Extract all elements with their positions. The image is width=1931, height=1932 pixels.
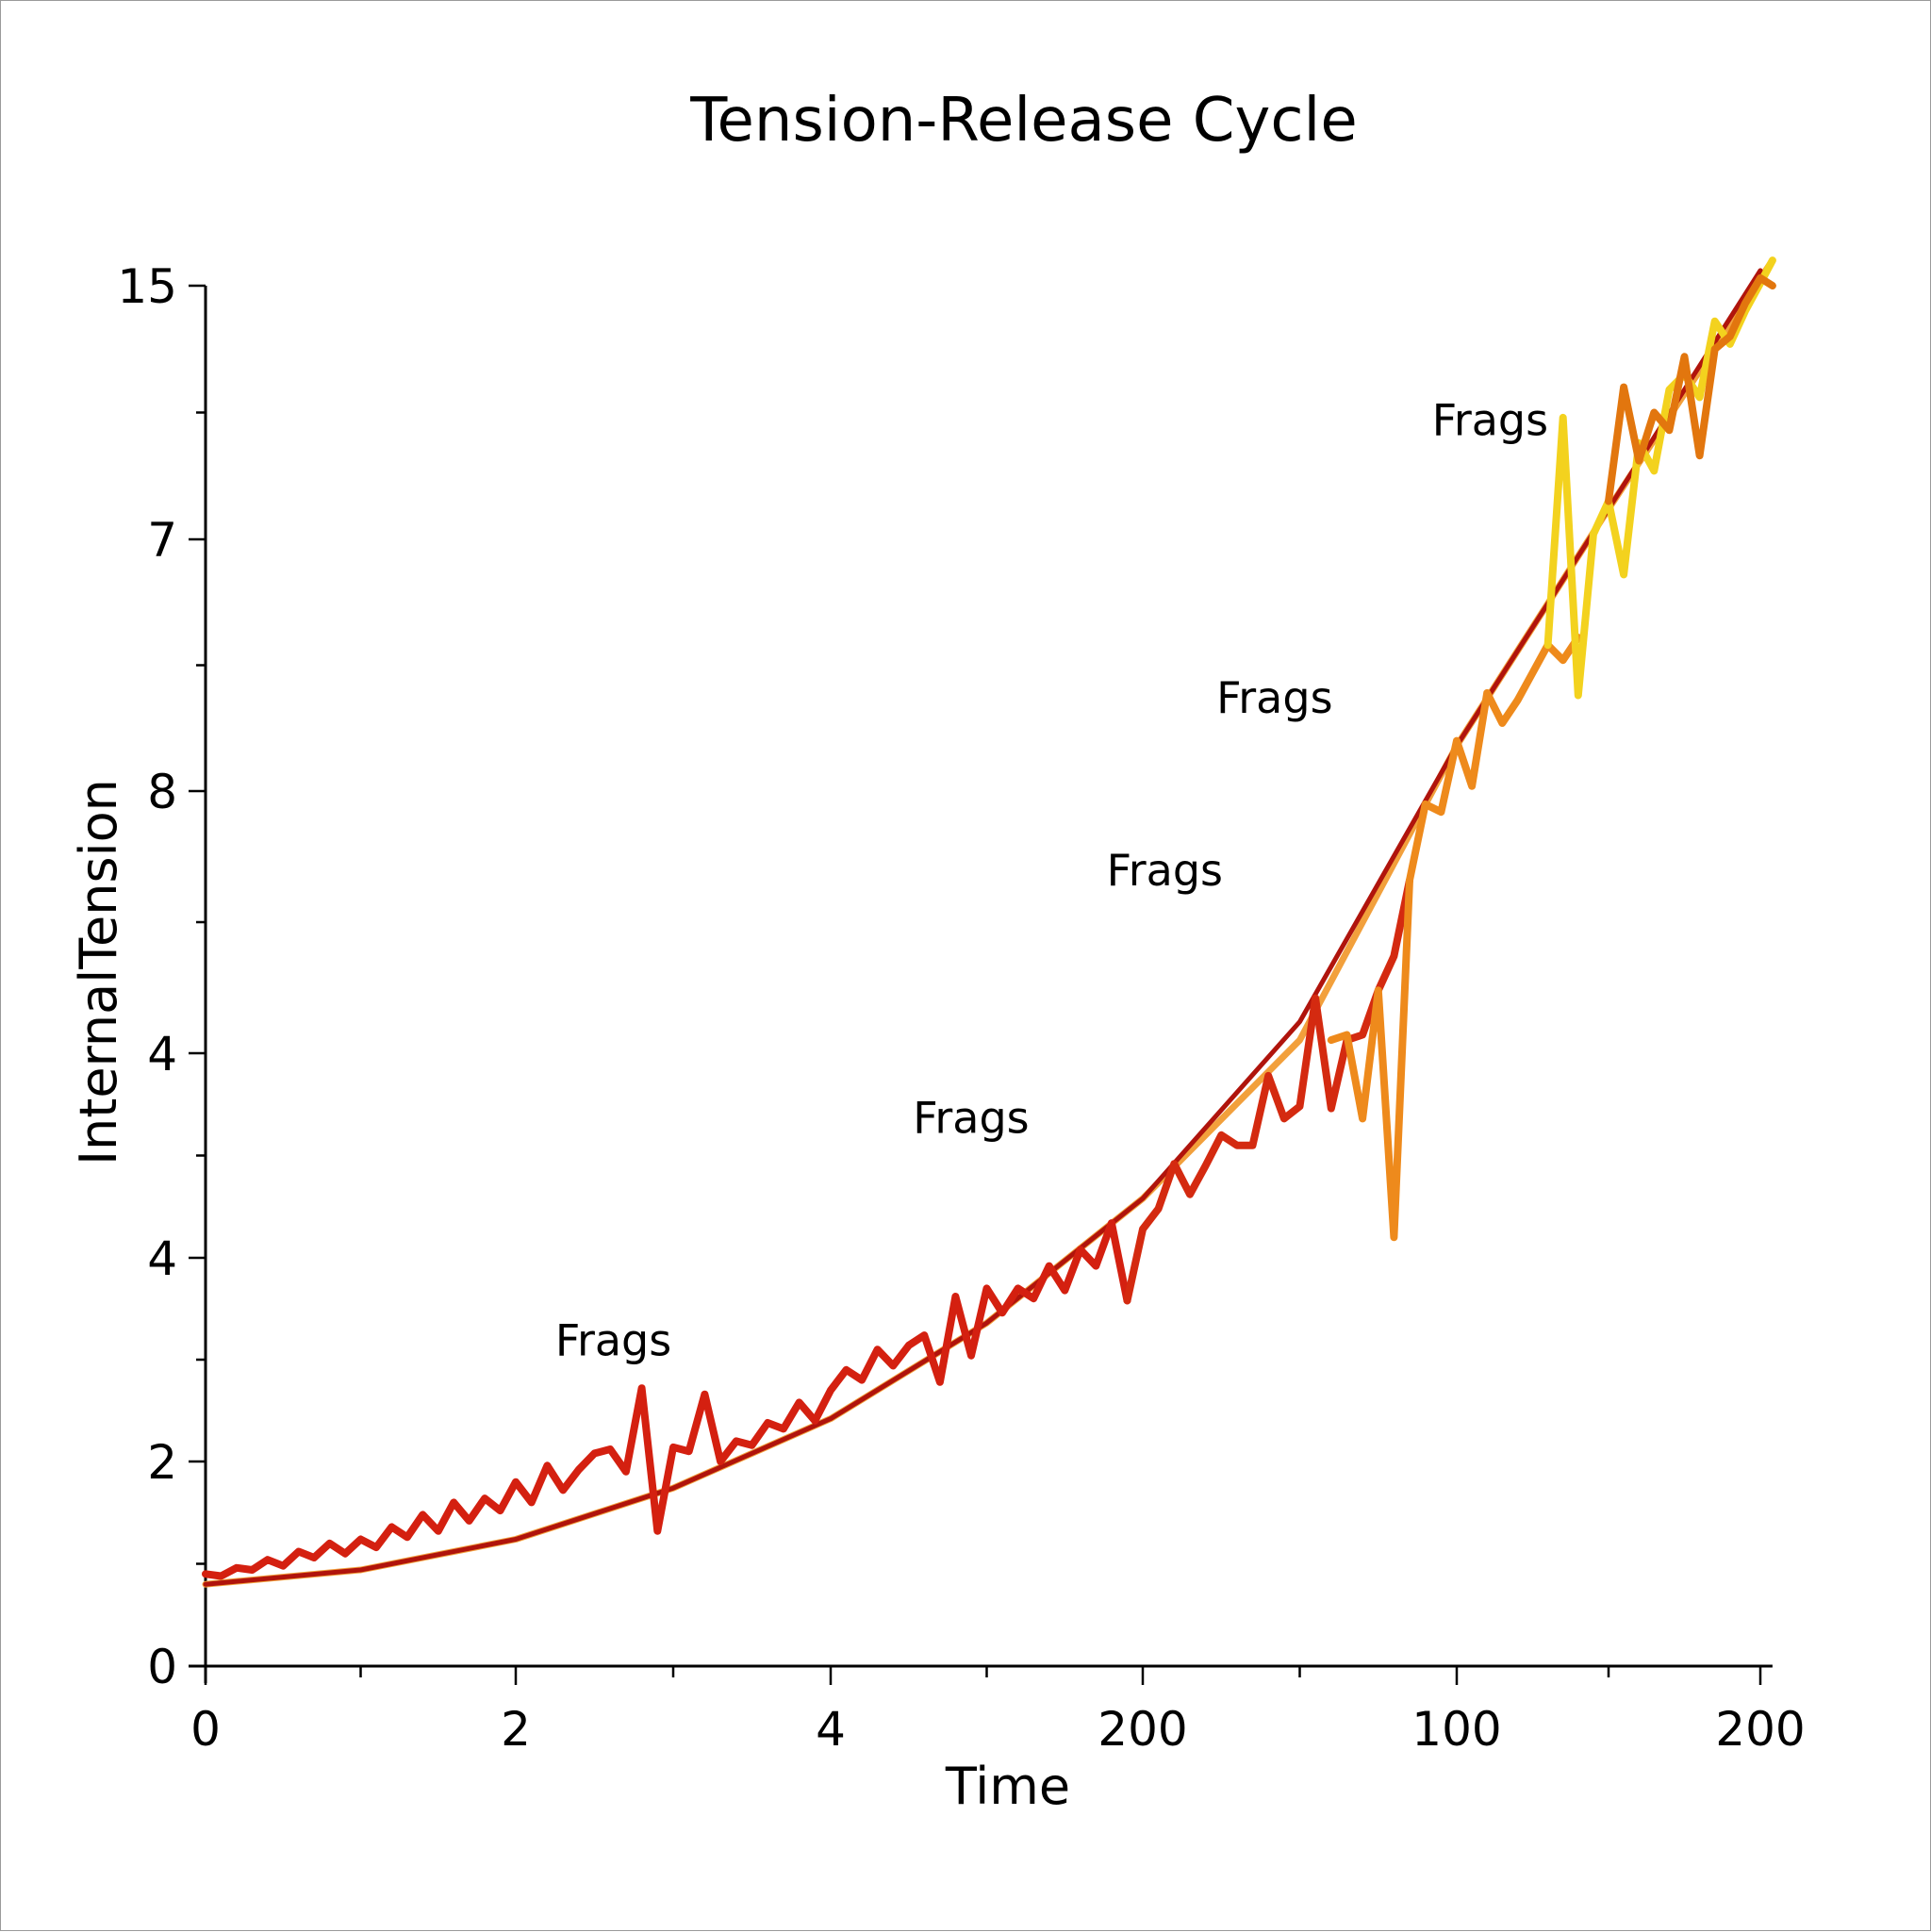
- series-line-tension-orange: [1327, 634, 1582, 1242]
- x-tick-label: 200: [1715, 1702, 1805, 1757]
- annotation-frags: Frags: [1432, 395, 1548, 446]
- x-tick-label: 4: [816, 1702, 846, 1757]
- series-line-tension-amber: [1605, 273, 1776, 505]
- annotation-frags: Frags: [1107, 845, 1223, 896]
- y-tick-label: 4: [147, 1231, 177, 1286]
- annotation-frags: Frags: [1216, 672, 1332, 723]
- annotation-frags: Frags: [555, 1315, 671, 1366]
- x-tick-label: 100: [1411, 1702, 1501, 1757]
- y-tick-label: 15: [117, 259, 177, 314]
- y-tick-label: 4: [147, 1027, 177, 1082]
- y-tick-label: 0: [147, 1640, 177, 1694]
- series-line-trend-dark: [203, 268, 1763, 1587]
- annotation-frags: Frags: [913, 1093, 1029, 1144]
- y-tick-label: 2: [147, 1435, 177, 1490]
- series-line-tension-red-2: [1123, 876, 1413, 1305]
- x-tick-label: 2: [501, 1702, 531, 1757]
- axes: 0 2 4 4 8 7 15 0 2 4 200 100 200: [117, 259, 1805, 1757]
- series-line-trend: [202, 256, 1776, 1588]
- x-tick-label: 0: [190, 1702, 221, 1757]
- y-axis-label: InternalTension: [69, 779, 128, 1165]
- series-line-tension-red: [202, 1219, 1131, 1580]
- y-tick-label: 8: [147, 765, 177, 819]
- annotation-layer: Frags Frags Frags Frags Frags: [555, 395, 1548, 1366]
- series-layer: [202, 256, 1776, 1588]
- y-tick-label: 7: [147, 513, 177, 568]
- x-axis-label: Time: [945, 1757, 1070, 1816]
- chart-title: Tension-Release Cycle: [689, 86, 1357, 156]
- x-tick-label: 200: [1098, 1702, 1187, 1757]
